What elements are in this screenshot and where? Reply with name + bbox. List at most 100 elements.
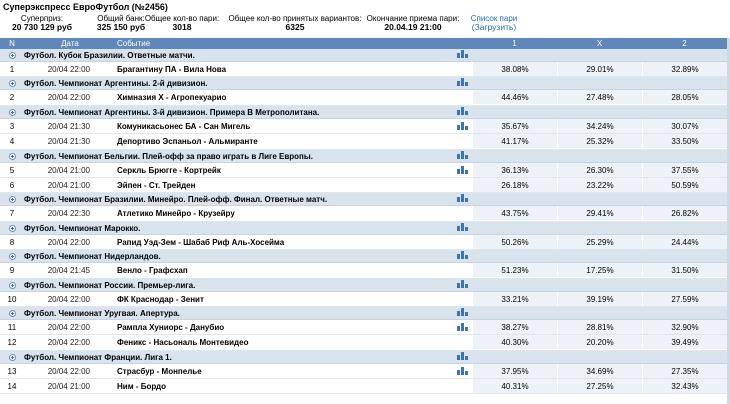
variants-count-label: Общее кол-во принятых вариантов: [228, 14, 362, 23]
table-row[interactable]: 9 20/04 21:45 Венло - Графсхап 51.23% 17.25%… [0, 251, 730, 279]
row-percent-2: 31.50% [642, 263, 727, 278]
group-title: Футбол. Кубок Бразилии. Ответные матчи. [24, 51, 195, 60]
deadline-block: Окончание приема пари: 20.04.19 21:00 [359, 14, 467, 32]
table-row[interactable]: 2 20/04 22:00 Химназия Х - Агропекуарио 44.… [0, 78, 730, 106]
summary-bar: Суперприз: 20 730 129 руб Общий банк: 32… [0, 14, 730, 36]
group-title: Футбол. Чемпионат Франции. Лига 1. [24, 352, 172, 362]
row-date: 20/04 22:30 [47, 209, 90, 219]
row-number: 9 [9, 266, 15, 276]
group-header[interactable]: Футбол. Чемпионат Аргентины. 2-й дивизио… [0, 77, 730, 91]
row-number: 2 [9, 93, 15, 103]
group-header[interactable]: Футбол. Чемпионат Бельгии. Плей-офф за п… [0, 149, 730, 163]
collapse-toggle-icon[interactable] [9, 196, 16, 204]
row-percent-1: 33.21% [472, 291, 557, 306]
row-event: Комуникасьонес БА - Сан Мигель [117, 121, 251, 131]
row-percent-x: 27.25% [557, 379, 642, 394]
row-percent-x: 25.32% [557, 134, 642, 149]
collapse-toggle-icon[interactable] [9, 309, 16, 317]
group-header[interactable]: Футбол. Кубок Бразилии. Ответные матчи. [0, 49, 730, 62]
variants-count-value: 6325 [285, 22, 305, 32]
row-number: 11 [7, 322, 17, 332]
group-header[interactable]: Футбол. Чемпионат Уругвая. Апертура. [0, 306, 730, 320]
row-percent-2: 26.82% [642, 206, 727, 221]
col-p2-header[interactable]: 2 [682, 39, 687, 48]
row-percent-2: 50.59% [642, 177, 727, 192]
row-number: 6 [9, 180, 15, 190]
row-event: ФК Краснодар - Зенит [117, 294, 204, 304]
row-percent-2: 30.07% [642, 118, 727, 133]
row-date: 20/04 22:00 [47, 366, 90, 376]
row-date: 20/04 22:00 [47, 322, 90, 332]
col-px-header[interactable]: X [596, 39, 603, 48]
row-percent-2: 27.59% [642, 291, 727, 306]
bets-list-link[interactable]: Список пари (Загрузить) [456, 14, 532, 32]
row-percent-2: 32.89% [642, 62, 727, 76]
row-number: 14 [7, 382, 17, 392]
row-percent-1: 41.17% [472, 134, 557, 149]
group-header[interactable]: Футбол. Чемпионат Бразилии. Минейро. Пле… [0, 193, 730, 207]
row-percent-1: 40.31% [472, 379, 557, 394]
table-row[interactable]: 14 20/04 21:00 Ним - Бордо 40.31% 27.25% 32.4… [0, 367, 730, 395]
table-row[interactable]: 5 20/04 21:00 Серкль Брюгге - Кортрейк 36.1… [0, 150, 730, 178]
group-header[interactable]: Футбол. Чемпионат Аргентины. 3-й дивизио… [0, 105, 730, 119]
table-header: N Дата Событие 1 X 2 [0, 38, 730, 49]
row-percent-1: 36.13% [472, 162, 557, 177]
group-title: Футбол. Чемпионат Аргентины. 3-й дивизио… [24, 107, 320, 117]
row-percent-x: 39.19% [557, 291, 642, 306]
bets-count-value: 3018 [172, 22, 192, 32]
row-number: 8 [9, 237, 15, 247]
superprize-block: Суперприз: 20 730 129 руб [2, 14, 82, 32]
row-percent-1: 44.46% [472, 90, 557, 105]
group-title: Футбол. Чемпионат Марокко. [24, 223, 141, 233]
collapse-toggle-icon[interactable] [9, 108, 16, 116]
table-row[interactable]: 1 20/04 22:00 Брагантину ПА - Вила Нова 38.… [0, 50, 730, 78]
bets-list-download[interactable]: (Загрузить) [471, 22, 517, 32]
row-percent-x: 34.24% [557, 118, 642, 133]
group-header[interactable]: Футбол. Чемпионат Марокко. [0, 221, 730, 235]
row-percent-1: 40.30% [472, 335, 557, 350]
total-bank-block: Общий банк: 325 150 руб [84, 14, 158, 32]
collapse-toggle-icon[interactable] [9, 224, 16, 232]
group-header[interactable]: Футбол. Чемпионат Франции. Лига 1. [0, 350, 730, 364]
row-percent-1: 26.18% [472, 177, 557, 192]
col-date-header[interactable]: Дата [61, 39, 79, 48]
row-number: 12 [7, 338, 17, 348]
group-header[interactable]: Футбол. Чемпионат России. Премьер-лига. [0, 278, 730, 292]
collapse-toggle-icon[interactable] [9, 52, 16, 59]
table-row[interactable]: 13 20/04 22:00 Страсбур - Монпелье 37.95% 34… [0, 351, 730, 380]
table-row[interactable]: 11 20/04 22:00 Рампла Хуниорс - Данубио 38.… [0, 307, 730, 336]
row-date: 20/04 21:45 [47, 266, 90, 276]
scrollbar-track[interactable] [727, 38, 730, 404]
row-number: 7 [9, 209, 15, 219]
table-row[interactable]: 12 20/04 22:00 Феникс - Насьональ Монтевид… [0, 323, 730, 351]
bets-count-label: Общее кол-во пари: [144, 14, 220, 23]
bets-count-block: Общее кол-во пари: 3018 [130, 14, 234, 32]
row-number: 5 [9, 165, 15, 175]
group-title: Футбол. Чемпионат Бразилии. Минейро. Пле… [24, 195, 328, 205]
row-event: Серкль Брюгге - Кортрейк [117, 165, 221, 175]
deadline-label: Окончание приема пари: [366, 14, 460, 23]
row-date: 20/04 21:00 [47, 382, 90, 392]
table-row[interactable]: 4 20/04 21:30 Депортиво Эспаньол - Альмира… [0, 122, 730, 150]
row-percent-2: 32.43% [642, 379, 727, 394]
row-percent-x: 23.22% [557, 177, 642, 192]
table-row[interactable]: 3 20/04 21:30 Комуникасьонес БА - Сан Миге… [0, 106, 730, 135]
collapse-toggle-icon[interactable] [9, 80, 16, 88]
collapse-toggle-icon[interactable] [9, 281, 16, 289]
group-header[interactable]: Футбол. Чемпионат Нидерландов. [0, 250, 730, 264]
col-p1-header[interactable]: 1 [512, 39, 517, 48]
collapse-toggle-icon[interactable] [9, 353, 16, 361]
col-n-header[interactable]: N [9, 39, 15, 48]
table-row[interactable]: 7 20/04 22:30 Атлетико Минейро - Крузейру 4… [0, 194, 730, 222]
table-row[interactable]: 8 20/04 22:00 Рапид Уэд-Зем - Шабаб Риф Ал… [0, 222, 730, 251]
deadline-value: 20.04.19 21:00 [384, 22, 442, 32]
row-percent-1: 38.27% [472, 319, 557, 334]
row-date: 20/04 22:00 [47, 93, 90, 103]
bets-list-label[interactable]: Список пари [470, 14, 518, 23]
row-percent-2: 24.44% [642, 234, 727, 249]
collapse-toggle-icon[interactable] [9, 253, 16, 261]
table-row[interactable]: 10 20/04 22:00 ФК Краснодар - Зенит 33.21% 3… [0, 279, 730, 307]
col-event-header[interactable]: Событие [117, 39, 151, 48]
table-row[interactable]: 6 20/04 21:00 Эйпен - Ст. Трейден 26.18% 23.… [0, 165, 730, 194]
collapse-toggle-icon[interactable] [9, 152, 16, 160]
